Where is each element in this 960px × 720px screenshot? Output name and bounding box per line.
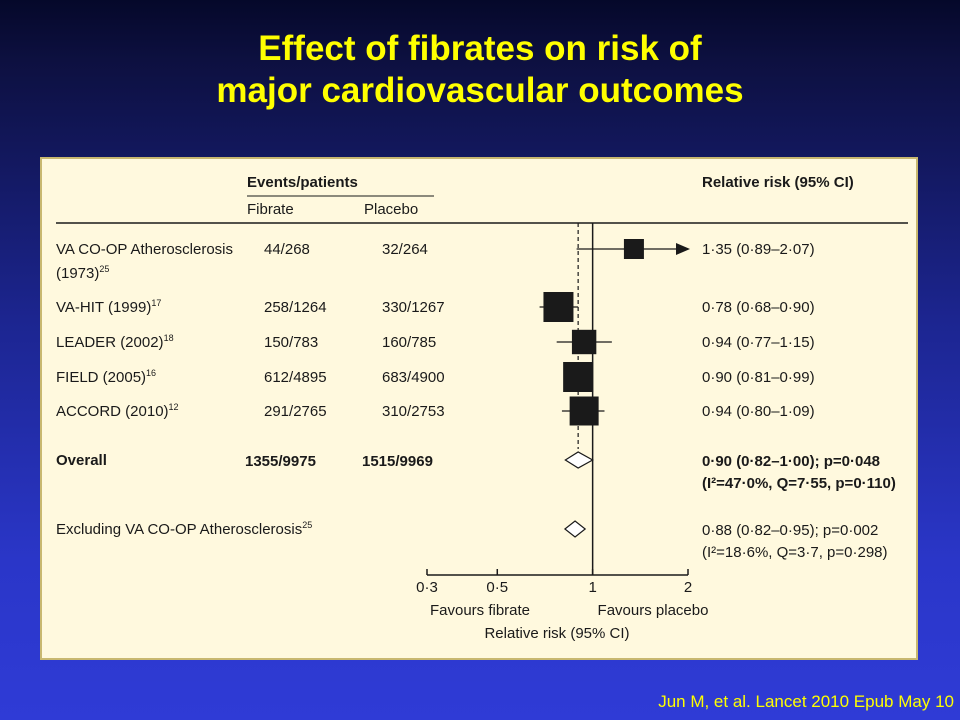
overall-rr-value: 0·90 (0·82–1·00); p=0·048 [702,453,880,470]
study-rr-value: 0·94 (0·77–1·15) [702,334,815,351]
slide-title-line-1: Effect of fibrates on risk of [258,29,702,68]
study-label-line-2: (1973)25 [56,264,109,282]
study-fibrate-value: 612/4895 [264,369,327,386]
overall-diamond [564,451,594,469]
header-relative-risk: Relative risk (95% CI) [702,174,854,191]
x-axis-tick-label: 0·5 [486,579,508,596]
x-axis-tick-label: 0·3 [416,579,438,596]
ci-arrow [676,243,690,255]
study-marker [571,329,597,355]
study-rr-value: 0·78 (0·68–0·90) [702,299,815,316]
x-axis-tick-label: 1 [588,579,596,596]
citation: Jun M, et al. Lancet 2010 Epub May 10 [658,692,954,711]
study-fibrate-value: 44/268 [264,241,310,258]
study-marker [569,396,599,426]
favours-fibrate-label: Favours fibrate [430,602,530,619]
overall-heterogeneity: (I²=47·0%, Q=7·55, p=0·110) [702,475,896,492]
study-placebo-value: 160/785 [382,334,436,351]
study-marker [543,292,574,322]
study-rr-value: 0·90 (0·81–0·99) [702,369,815,386]
study-placebo-value: 32/264 [382,241,428,258]
study-fibrate-value: 291/2765 [264,403,327,420]
forest-plot-panel: Events/patients Fibrate Placebo Relative ri… [40,157,918,660]
x-axis-tick-label: 2 [684,579,692,596]
header-fibrate: Fibrate [247,201,294,218]
x-axis-title: Relative risk (95% CI) [484,625,629,642]
study-label: FIELD (2005)16 [56,368,156,386]
forest-plot: Events/patients Fibrate Placebo Relative ri… [56,174,908,642]
overall-placebo-value: 1515/9969 [362,453,433,470]
study-fibrate-value: 150/783 [264,334,318,351]
study-label: ACCORD (2010)12 [56,402,179,420]
excluding-diamond [563,520,587,538]
slide-title-line-2: major cardiovascular outcomes [216,71,744,110]
overall-fibrate-value: 1355/9975 [245,453,316,470]
study-placebo-value: 683/4900 [382,369,445,386]
header-events-patients: Events/patients [247,174,358,191]
study-fibrate-value: 258/1264 [264,299,327,316]
excluding-label: Excluding VA CO-OP Atherosclerosis25 [56,520,312,538]
excluding-heterogeneity: (I²=18·6%, Q=3·7, p=0·298) [702,544,888,561]
study-label: VA CO-OP Atherosclerosis [56,241,233,258]
study-marker [623,239,644,259]
study-placebo-value: 330/1267 [382,299,445,316]
slide-title: Effect of fibrates on risk of major card… [0,28,960,112]
excluding-rr-value: 0·88 (0·82–0·95); p=0·002 [702,522,878,539]
overall-label: Overall [56,452,107,469]
study-label: VA-HIT (1999)17 [56,298,161,316]
study-placebo-value: 310/2753 [382,403,445,420]
header-placebo: Placebo [364,201,418,218]
study-marker [563,362,594,392]
study-label: LEADER (2002)18 [56,333,174,351]
favours-placebo-label: Favours placebo [598,602,709,619]
study-rr-value: 1·35 (0·89–2·07) [702,241,815,258]
study-rr-value: 0·94 (0·80–1·09) [702,403,815,420]
